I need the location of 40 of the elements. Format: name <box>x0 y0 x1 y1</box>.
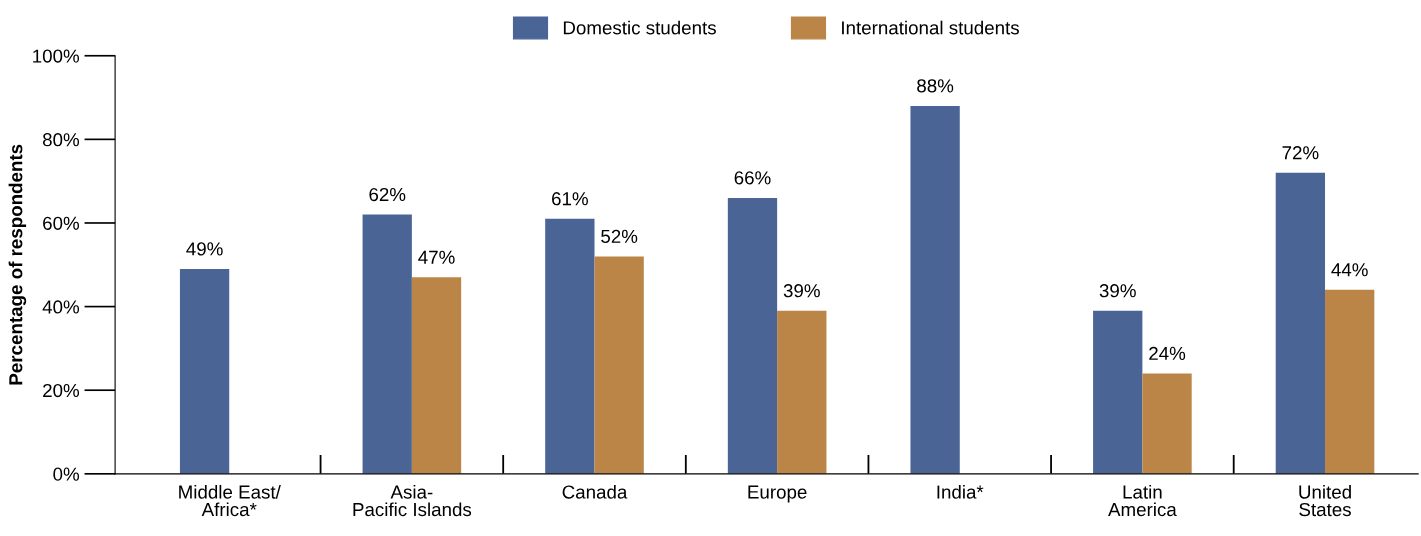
data-label: 49% <box>186 242 223 256</box>
data-label: 39% <box>1099 284 1136 298</box>
x-tick-label: United States <box>1299 484 1351 517</box>
data-label: 61% <box>552 192 588 206</box>
y-tick-label: 0% <box>53 467 80 481</box>
bar <box>362 214 412 474</box>
bar <box>179 268 230 474</box>
y-tick-label: 20% <box>43 383 80 398</box>
bar <box>1275 172 1326 474</box>
bar <box>545 218 595 474</box>
bar <box>1325 289 1375 474</box>
bar <box>727 197 778 474</box>
data-label: 72% <box>1282 146 1319 160</box>
x-tick-label: Canada <box>562 484 628 499</box>
bar <box>777 310 827 474</box>
y-tick-label: 100% <box>33 49 80 63</box>
bar <box>411 277 462 474</box>
y-tick-label: 80% <box>42 133 80 147</box>
x-tick-label: India* <box>937 484 984 499</box>
bar <box>594 256 644 474</box>
bar <box>910 105 960 474</box>
y-axis-title: Percentage of respondents <box>8 144 27 385</box>
data-label: 47% <box>418 250 455 264</box>
data-label: 39% <box>783 284 820 298</box>
data-label: 44% <box>1331 263 1368 277</box>
legend-label: Domestic students <box>563 20 716 35</box>
bar <box>1093 310 1143 474</box>
y-tick-label: 40% <box>42 300 80 314</box>
data-label: 66% <box>734 171 771 185</box>
data-label: 88% <box>917 79 954 93</box>
data-label: 62% <box>369 187 406 202</box>
data-label: 52% <box>601 229 638 243</box>
legend-label: International students <box>842 20 1019 35</box>
bar <box>1142 373 1192 474</box>
y-tick-label: 60% <box>43 216 80 230</box>
x-tick-label: Middle East/ Africa* <box>179 484 281 517</box>
x-tick-label: Asia- Pacific Islands <box>353 484 472 517</box>
data-label: 24% <box>1149 346 1186 360</box>
x-tick-label: Europe <box>748 485 807 503</box>
x-tick-label: Latin America <box>1108 484 1177 517</box>
